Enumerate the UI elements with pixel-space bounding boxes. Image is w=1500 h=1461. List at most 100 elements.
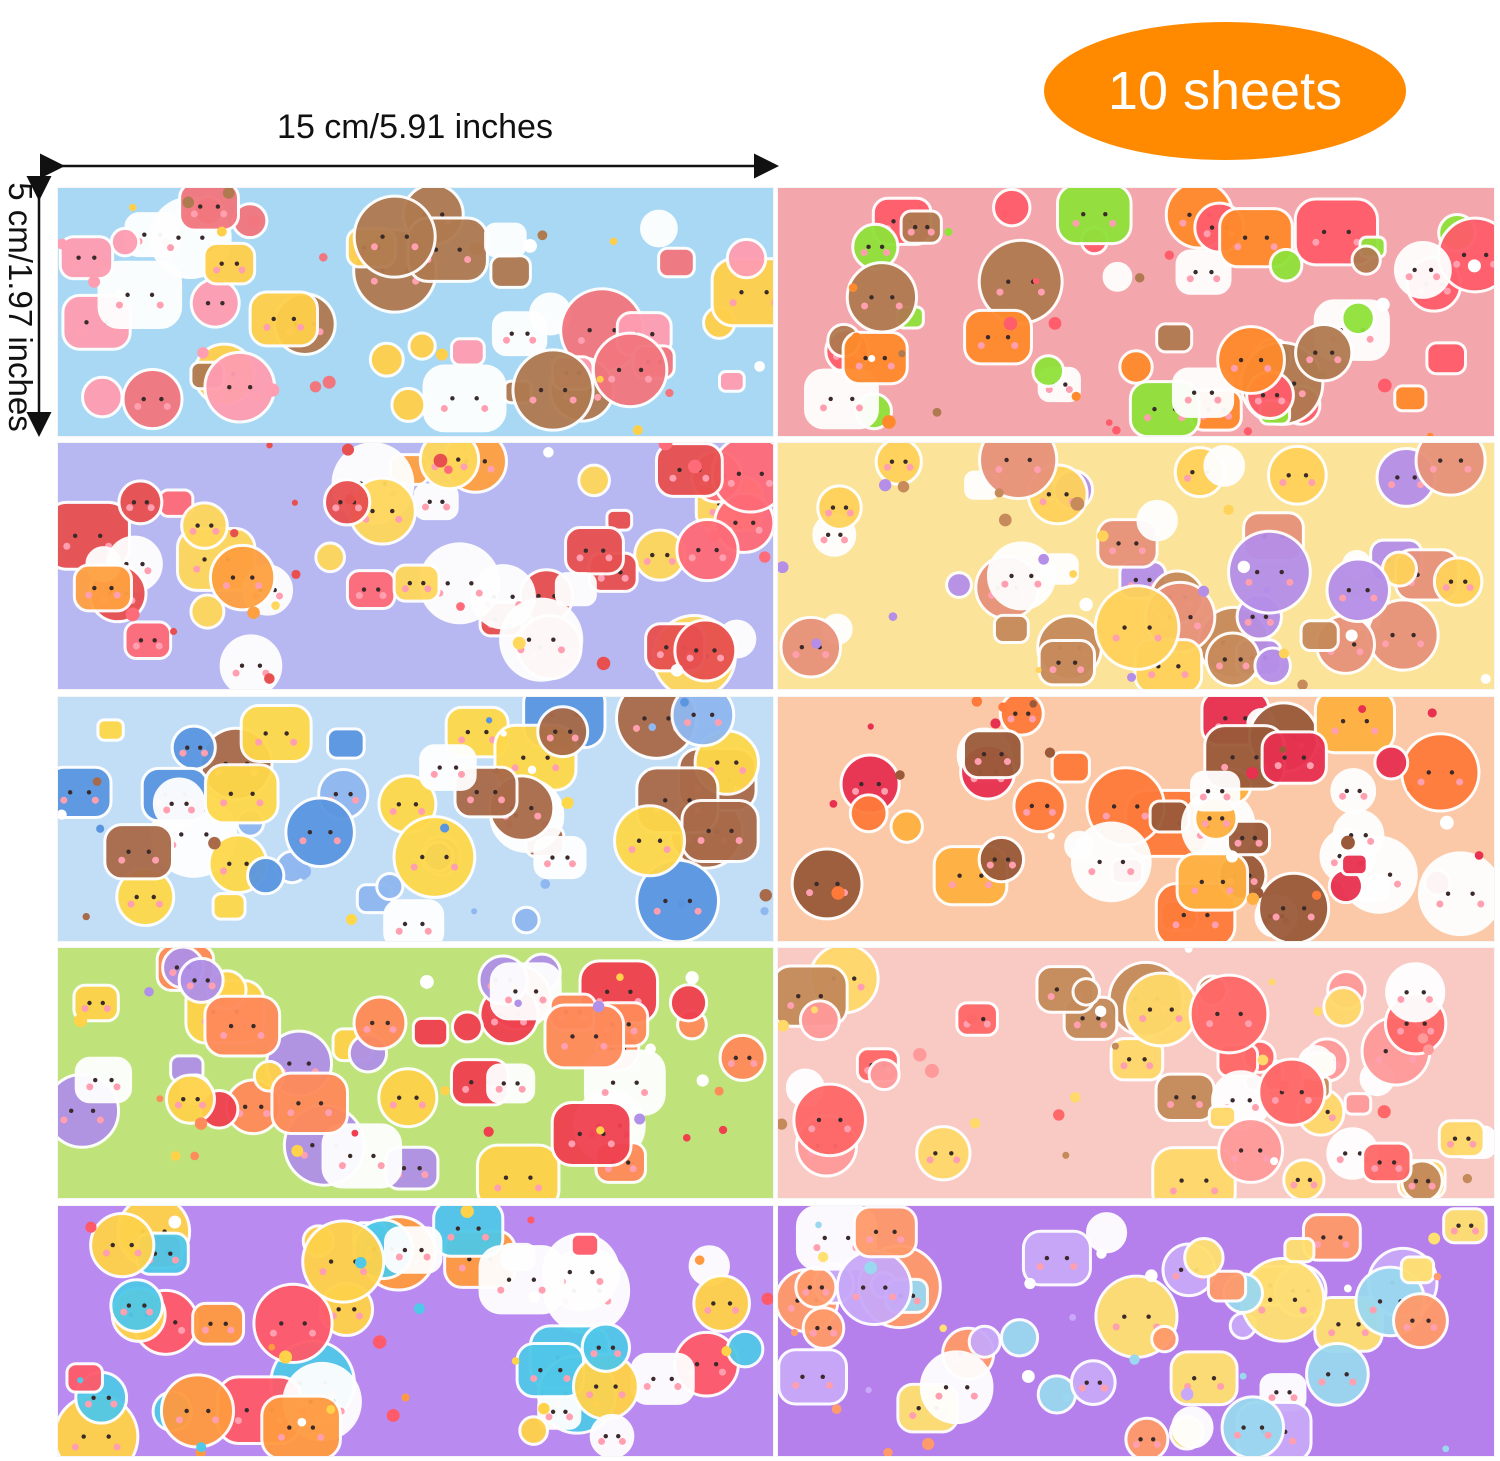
sparkle <box>85 1221 97 1233</box>
sticker <box>670 697 736 748</box>
sticker <box>103 823 175 881</box>
sparkle <box>88 275 101 288</box>
sparkle <box>811 638 822 649</box>
sparkle <box>998 513 1012 527</box>
sparkle <box>1427 708 1437 718</box>
sparkle <box>609 237 618 246</box>
sticker <box>270 1071 349 1136</box>
sparkle <box>512 636 526 650</box>
sparkle <box>1467 259 1481 273</box>
sparkle <box>677 900 686 908</box>
sparkle <box>1406 785 1414 793</box>
sticker <box>189 593 226 630</box>
sparkle <box>1313 1006 1323 1016</box>
sparkle <box>696 1074 709 1087</box>
sticker <box>1220 1395 1286 1456</box>
sticker <box>180 501 229 550</box>
sticker <box>109 226 141 258</box>
sparkle <box>182 196 195 209</box>
sticker <box>967 1324 1002 1359</box>
sparkle <box>1129 1354 1140 1365</box>
sparkle <box>419 975 434 989</box>
sticker <box>1392 1292 1449 1350</box>
sticker <box>58 765 113 820</box>
sparkle <box>895 770 905 780</box>
sticker <box>1040 553 1079 585</box>
sparkle <box>278 1350 293 1364</box>
sticker <box>1012 778 1067 834</box>
sparkle <box>1180 1387 1194 1401</box>
sparkle <box>1268 978 1276 986</box>
sparkle <box>868 354 876 363</box>
sparkle <box>1070 496 1085 511</box>
sparkle <box>129 203 137 212</box>
sticker <box>1217 1117 1285 1184</box>
sticker <box>203 350 277 424</box>
sparkle <box>922 1437 935 1451</box>
sparkle <box>77 1377 84 1384</box>
sheet-3 <box>58 443 773 689</box>
sparkle <box>1226 850 1239 863</box>
sticker <box>1056 188 1133 246</box>
sparkle <box>216 226 227 237</box>
sparkle <box>682 1134 691 1142</box>
sticker <box>1070 821 1152 903</box>
sticker <box>1301 1213 1362 1262</box>
sparkle <box>685 971 699 985</box>
sticker <box>889 809 924 844</box>
sparkle <box>266 443 273 449</box>
sparkle <box>297 1417 307 1427</box>
sticker <box>211 892 247 921</box>
sparkle <box>1439 815 1454 830</box>
sheet-4 <box>778 443 1494 689</box>
sparkle <box>1038 553 1049 565</box>
sticker <box>109 1278 164 1333</box>
sticker <box>170 724 217 771</box>
sticker <box>189 277 241 329</box>
sparkle <box>944 227 953 236</box>
sparkle <box>322 375 336 389</box>
sparkle <box>264 673 275 684</box>
sparkle <box>1096 1248 1107 1259</box>
sticker <box>499 597 584 682</box>
sparkle <box>1062 1151 1070 1159</box>
sparkle <box>1345 629 1358 642</box>
sticker <box>419 744 477 791</box>
sparkle <box>561 796 574 809</box>
sticker <box>978 443 1059 501</box>
sparkle <box>1044 747 1056 758</box>
sticker <box>383 899 445 941</box>
sparkle <box>168 1215 182 1229</box>
sticker <box>963 308 1033 366</box>
sparkle <box>291 569 301 579</box>
sticker <box>486 1063 536 1104</box>
sticker <box>675 517 740 583</box>
sticker <box>1190 770 1241 812</box>
sparkle <box>319 253 328 262</box>
sticker <box>798 999 841 1042</box>
dimension-arrows <box>26 153 779 437</box>
sparkle <box>354 1256 367 1269</box>
sticker <box>1330 768 1377 814</box>
sparkle <box>966 1013 977 1025</box>
sparkle <box>810 1006 819 1014</box>
sparkle <box>73 1013 88 1028</box>
sticker <box>680 799 760 863</box>
sticker <box>252 1282 334 1365</box>
sparkle <box>351 1129 359 1137</box>
sticker <box>835 1249 913 1327</box>
sticker <box>1118 349 1154 385</box>
sheet-count-badge: 10 sheets <box>1044 22 1406 160</box>
sparkle <box>670 663 684 677</box>
sticker <box>899 209 943 245</box>
sticker <box>484 222 527 258</box>
sparkle <box>632 425 643 436</box>
sticker <box>1414 443 1487 497</box>
sticker <box>580 1322 631 1373</box>
sticker <box>589 1413 635 1456</box>
sparkle <box>538 1402 550 1415</box>
sticker <box>778 1348 849 1406</box>
sparkle <box>537 230 548 241</box>
sticker <box>550 1100 633 1168</box>
sparkle <box>1079 597 1093 612</box>
